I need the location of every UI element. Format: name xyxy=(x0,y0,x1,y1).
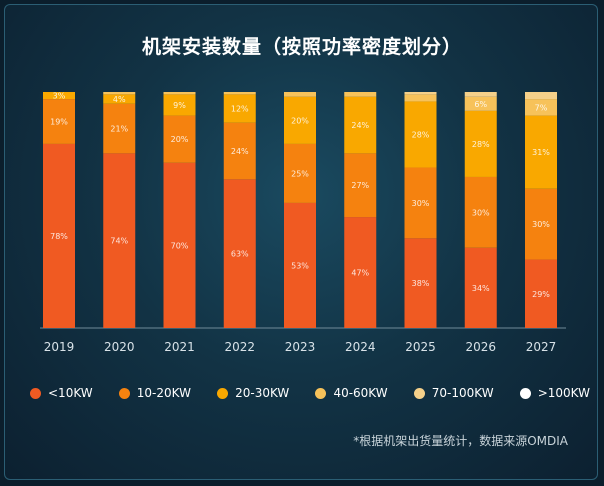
chart-title: 机架安装数量（按照功率密度划分） xyxy=(141,36,462,58)
bar-segment xyxy=(525,188,557,260)
x-tick-label: 2024 xyxy=(345,340,376,354)
data-label: 47% xyxy=(351,269,369,278)
data-label: 34% xyxy=(472,284,490,293)
legend-swatch xyxy=(315,387,327,399)
legend-item: 70-100KW xyxy=(413,386,494,400)
bar-segment xyxy=(163,162,196,328)
bar-segment xyxy=(43,99,75,144)
x-tick-label: 2026 xyxy=(465,340,496,354)
bar-segment xyxy=(43,92,75,100)
data-label: 28% xyxy=(412,130,430,139)
bar-segment xyxy=(103,92,136,95)
legend-swatch xyxy=(118,387,130,399)
data-label: 19% xyxy=(50,118,68,127)
data-label: 9% xyxy=(173,101,186,110)
bar-segment xyxy=(404,167,437,239)
data-label: 25% xyxy=(291,169,309,178)
bar-segment xyxy=(464,176,497,248)
bar-segment xyxy=(223,179,256,328)
legend-swatch xyxy=(519,387,531,399)
bar-segment xyxy=(404,92,437,95)
bar-segment xyxy=(163,115,196,163)
bar-segment xyxy=(525,92,557,100)
legend-item: >100KW xyxy=(519,386,590,400)
bar-segment xyxy=(464,110,497,177)
legend-swatch xyxy=(413,387,425,399)
bar-segment xyxy=(284,143,316,203)
legend-item: 10-20KW xyxy=(118,386,191,400)
bar-segment xyxy=(525,99,557,116)
bar-segment xyxy=(525,259,557,328)
legend-item: 40-60KW xyxy=(315,386,388,400)
bar-segment xyxy=(284,96,316,144)
data-label: 78% xyxy=(50,232,68,241)
data-label: 7% xyxy=(535,103,548,112)
legend-swatch xyxy=(30,387,41,399)
legend-label: 70-100KW xyxy=(431,386,494,400)
x-tick-label: 2019 xyxy=(44,340,75,354)
bar-segment xyxy=(223,94,256,123)
bar-segment xyxy=(103,94,136,104)
bar-segment xyxy=(163,92,196,95)
data-label: 38% xyxy=(412,279,430,288)
bar-segment xyxy=(43,143,75,328)
legend-label: <10KW xyxy=(48,386,93,400)
bar-segment xyxy=(163,94,196,116)
data-label: 24% xyxy=(231,147,249,156)
bar-segment xyxy=(284,202,316,328)
bar-segment xyxy=(284,92,316,97)
bar-segment xyxy=(464,96,497,111)
data-label: 6% xyxy=(474,100,487,109)
bar-segment xyxy=(103,153,136,328)
bar-segment xyxy=(464,92,497,97)
bar-segment xyxy=(404,94,437,102)
data-label: 27% xyxy=(351,181,369,190)
x-tick-label: 2025 xyxy=(405,340,436,354)
data-label: 30% xyxy=(472,208,490,217)
data-label: 3% xyxy=(53,92,66,101)
bar-segment xyxy=(223,122,256,180)
legend-item: <10KW xyxy=(30,386,93,400)
data-label: 21% xyxy=(110,125,128,134)
data-label: 63% xyxy=(231,250,249,259)
legend-label: 40-60KW xyxy=(333,386,388,400)
data-label: 31% xyxy=(532,148,550,157)
bar-segment xyxy=(525,115,557,189)
data-label: 30% xyxy=(532,220,550,229)
data-label: 20% xyxy=(171,135,189,144)
x-tick-label: 2027 xyxy=(526,340,557,354)
data-label: 4% xyxy=(113,95,126,104)
data-label: 20% xyxy=(291,116,309,125)
data-label: 53% xyxy=(291,261,309,270)
bar-segment xyxy=(344,217,377,328)
data-label: 28% xyxy=(472,140,490,149)
data-label: 74% xyxy=(110,237,128,246)
x-tick-label: 2020 xyxy=(104,340,135,354)
data-label: 24% xyxy=(351,121,369,130)
legend: <10KW 10-20KW 20-30KW 40-60KW 70-100KW >100KW xyxy=(30,386,590,400)
data-label: 30% xyxy=(412,199,430,208)
x-tick-label: 2021 xyxy=(164,340,195,354)
legend-swatch xyxy=(217,387,229,399)
bar-segment xyxy=(344,153,377,218)
x-tick-label: 2022 xyxy=(224,340,255,354)
bar-segment xyxy=(103,103,136,154)
data-label: 29% xyxy=(532,290,550,299)
bar-segment xyxy=(404,101,437,168)
bar-segment xyxy=(223,92,256,95)
data-label: 70% xyxy=(171,241,189,250)
legend-item: 20-30KW xyxy=(217,386,289,400)
bar-segment xyxy=(464,247,497,328)
bar-segment xyxy=(344,92,377,97)
footnote: *根据机架出货量统计，数据来源OMDIA xyxy=(353,434,568,448)
data-label: 12% xyxy=(231,105,249,114)
legend-label: >100KW xyxy=(537,386,590,400)
bar-segment xyxy=(344,96,377,154)
x-tick-label: 2023 xyxy=(285,340,316,354)
bar-segment xyxy=(404,238,437,328)
legend-label: 20-30KW xyxy=(235,386,290,400)
legend-label: 10-20KW xyxy=(136,386,191,400)
